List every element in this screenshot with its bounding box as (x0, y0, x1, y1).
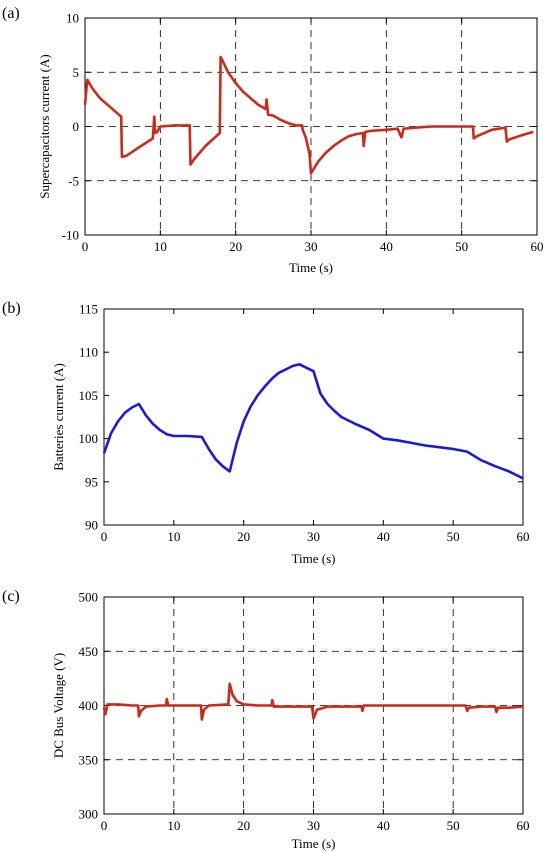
y-tick-label: 105 (79, 388, 99, 403)
x-axis-label: Time (s) (292, 551, 336, 566)
x-tick-label: 20 (237, 529, 250, 544)
y-tick-label: 450 (79, 644, 99, 659)
y-tick-label: -5 (68, 173, 79, 188)
x-tick-label: 60 (517, 529, 530, 544)
x-tick-label: 50 (447, 529, 460, 544)
x-tick-label: 20 (229, 239, 242, 254)
y-axis-label: DC Bus Voltage (V) (51, 653, 66, 758)
y-tick-label: 95 (85, 474, 98, 489)
panel-b: 0 10 20 30 40 50 60 90 95 100 105 110 115 Time (s) Bat… (2, 300, 530, 566)
y-tick-label: -10 (62, 228, 79, 243)
y-tick-label: 0 (73, 119, 80, 134)
y-tick-label: 350 (79, 752, 99, 767)
x-tick-label: 30 (305, 239, 318, 254)
panel-label: (a) (2, 5, 20, 22)
series-line (102, 363, 524, 480)
x-tick-label: 10 (167, 529, 180, 544)
y-tick-label: 5 (73, 65, 80, 80)
y-tick-label: 100 (79, 431, 99, 446)
y-axis-label: Supercapacitors current (A) (37, 54, 52, 198)
panel-label: (b) (2, 300, 21, 317)
y-tick-label: 110 (79, 345, 98, 360)
y-tick-label: 400 (79, 698, 99, 713)
x-tick-label: 50 (447, 818, 460, 833)
x-tick-label: 0 (101, 818, 108, 833)
x-tick-label: 40 (377, 818, 390, 833)
y-tick-label: 10 (66, 11, 79, 26)
y-tick-label: 90 (85, 518, 98, 533)
panel-c: 0 10 20 30 40 50 60 300 350 400 450 500 Time (s) DC B… (2, 588, 530, 851)
x-tick-label: 40 (380, 239, 393, 254)
x-tick-label: 60 (531, 239, 544, 254)
x-tick-label: 10 (167, 818, 180, 833)
x-tick-label: 20 (237, 818, 250, 833)
y-tick-label: 300 (79, 807, 99, 822)
x-tick-label: 10 (154, 239, 167, 254)
x-tick-label: 60 (517, 818, 530, 833)
y-tick-label: 500 (79, 590, 99, 605)
x-tick-label: 50 (455, 239, 468, 254)
y-axis-label: Batteries current (A) (51, 363, 66, 471)
x-tick-label: 40 (377, 529, 390, 544)
x-tick-label: 0 (82, 239, 89, 254)
plot-frame (103, 308, 524, 526)
x-tick-label: 30 (307, 529, 320, 544)
panel-label: (c) (2, 588, 20, 605)
x-tick-label: 0 (101, 529, 108, 544)
x-axis-label: Time (s) (289, 260, 333, 275)
x-axis-label: Time (s) (292, 836, 336, 851)
series-line (83, 55, 534, 175)
panel-a: 0 10 20 30 40 50 60 -10 -5 0 5 10 Time (s) Supercapac… (2, 5, 544, 275)
series-line (102, 682, 524, 721)
y-tick-label: 115 (79, 302, 98, 317)
x-tick-label: 30 (307, 818, 320, 833)
